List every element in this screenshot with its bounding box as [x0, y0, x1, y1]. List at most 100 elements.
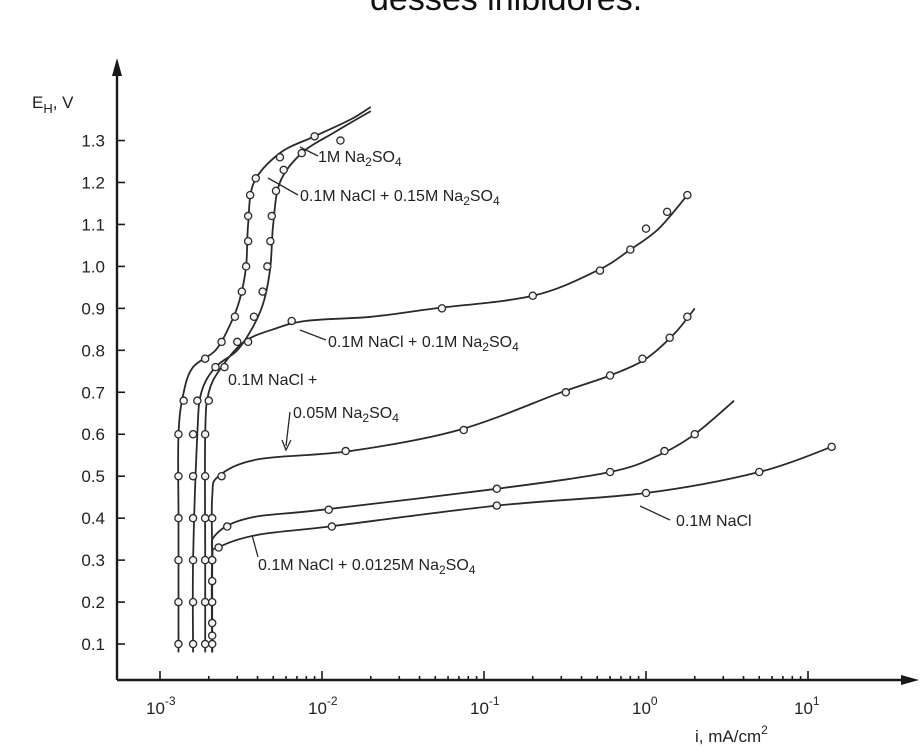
data-point — [267, 211, 277, 221]
y-tick-label: 1.1 — [81, 215, 105, 234]
data-point — [528, 291, 538, 301]
data-point — [222, 522, 232, 531]
series-label-s1: 0.1M NaCl + 0.15M Na2SO4 — [300, 188, 500, 208]
y-tick-label: 0.9 — [81, 299, 105, 318]
data-point — [683, 190, 692, 200]
data-point — [217, 471, 226, 481]
label-leader-line — [639, 505, 671, 521]
data-point — [233, 337, 242, 347]
series-label-s3b: 0.05M Na2SO4 — [293, 405, 399, 425]
data-point — [492, 484, 502, 494]
y-tick-label: 0.4 — [81, 509, 105, 528]
y-tick-label: 0.2 — [81, 593, 105, 612]
data-point — [690, 429, 700, 439]
data-point — [188, 471, 198, 481]
data-point — [174, 639, 183, 649]
y-tick-label: 0.3 — [81, 551, 105, 570]
label-leader-line — [267, 177, 299, 196]
y-axis-arrow-icon — [112, 58, 122, 76]
x-tick-label: 10-1 — [470, 694, 500, 718]
data-point — [207, 631, 217, 640]
label-leader-line — [251, 534, 259, 558]
arrowhead-icon — [281, 439, 292, 452]
data-point — [188, 639, 198, 649]
series-label-s5: 0.1M NaCl + 0.0125M Na2SO4 — [258, 557, 476, 577]
data-point — [263, 262, 272, 271]
data-point — [459, 425, 469, 435]
data-point — [297, 148, 307, 158]
y-tick-label: 0.8 — [81, 341, 105, 360]
data-point — [638, 354, 647, 363]
data-point — [245, 190, 255, 200]
label-leader-line — [285, 411, 291, 447]
data-point — [595, 266, 605, 275]
y-tick-label: 1.3 — [81, 132, 105, 151]
chart-axes: 0.1 0.2 0.3 0.4 0.5 0.6 0.7 0.8 0.9 1.0 1.1 1.2 1.3 1… — [81, 58, 919, 718]
y-tick-label: 0.7 — [81, 383, 105, 402]
data-point — [324, 505, 333, 515]
data-point — [626, 245, 635, 254]
data-point — [230, 312, 240, 322]
data-point — [341, 446, 350, 456]
data-point — [641, 224, 651, 233]
data-point — [188, 429, 198, 439]
x-tick-label: 10-2 — [308, 694, 338, 718]
data-point — [310, 132, 319, 141]
data-point — [683, 312, 692, 322]
label-leader-line — [299, 146, 319, 157]
data-point — [204, 396, 214, 405]
data-point — [200, 597, 210, 607]
data-point — [200, 639, 210, 649]
y-tick-label: 0.6 — [81, 425, 105, 444]
y-tick-label: 1.2 — [81, 173, 105, 192]
data-point — [174, 471, 183, 481]
y-tick-label: 0.5 — [81, 467, 105, 486]
y-axis-label: EH, V — [32, 93, 74, 116]
series-label-s3a: 0.1M NaCl + — [228, 372, 317, 389]
data-point — [241, 262, 251, 271]
x-tick-label: 10-3 — [146, 694, 176, 718]
data-point — [188, 555, 198, 565]
data-point — [200, 354, 210, 363]
data-point — [662, 207, 672, 217]
data-point — [220, 362, 229, 372]
data-point — [660, 446, 669, 456]
data-point — [200, 429, 210, 439]
data-point — [188, 597, 198, 607]
series-label-s2: 0.1M NaCl + 0.1M Na2SO4 — [328, 334, 519, 354]
data-point — [754, 467, 764, 477]
data-point — [237, 287, 247, 296]
data-point — [174, 555, 183, 565]
page-title-fragment: desses inibidores. — [370, 0, 642, 19]
data-point — [179, 396, 188, 405]
data-point — [271, 186, 281, 196]
data-point — [200, 513, 210, 523]
data-point — [243, 236, 253, 246]
data-point — [437, 304, 447, 313]
data-point — [665, 333, 674, 342]
data-point — [249, 312, 259, 322]
y-tick-label: 1.0 — [81, 257, 105, 276]
data-point — [243, 211, 253, 221]
data-point — [492, 501, 502, 510]
data-point — [207, 555, 217, 565]
data-point — [605, 371, 615, 380]
data-point — [641, 488, 651, 498]
data-point — [174, 597, 183, 607]
x-axis-label: i, mA/cm2 — [695, 723, 768, 746]
data-point — [258, 287, 267, 296]
data-point — [287, 316, 296, 326]
data-point — [266, 236, 275, 246]
data-point — [214, 543, 223, 552]
y-tick-label: 0.1 — [81, 635, 105, 654]
series-label-s4: 0.1M NaCl — [676, 513, 752, 530]
series-label-s0: 1M Na2SO4 — [318, 149, 402, 169]
data-point — [251, 174, 261, 183]
data-point — [561, 388, 571, 397]
chart-labels: EH, V i, mA/cm2 1M Na2SO4 0.1M NaCl + 0.15M… — [32, 93, 768, 746]
data-point — [207, 597, 217, 607]
data-point — [275, 153, 285, 162]
label-leader-line — [299, 329, 327, 341]
series-line-5 — [210, 445, 832, 653]
